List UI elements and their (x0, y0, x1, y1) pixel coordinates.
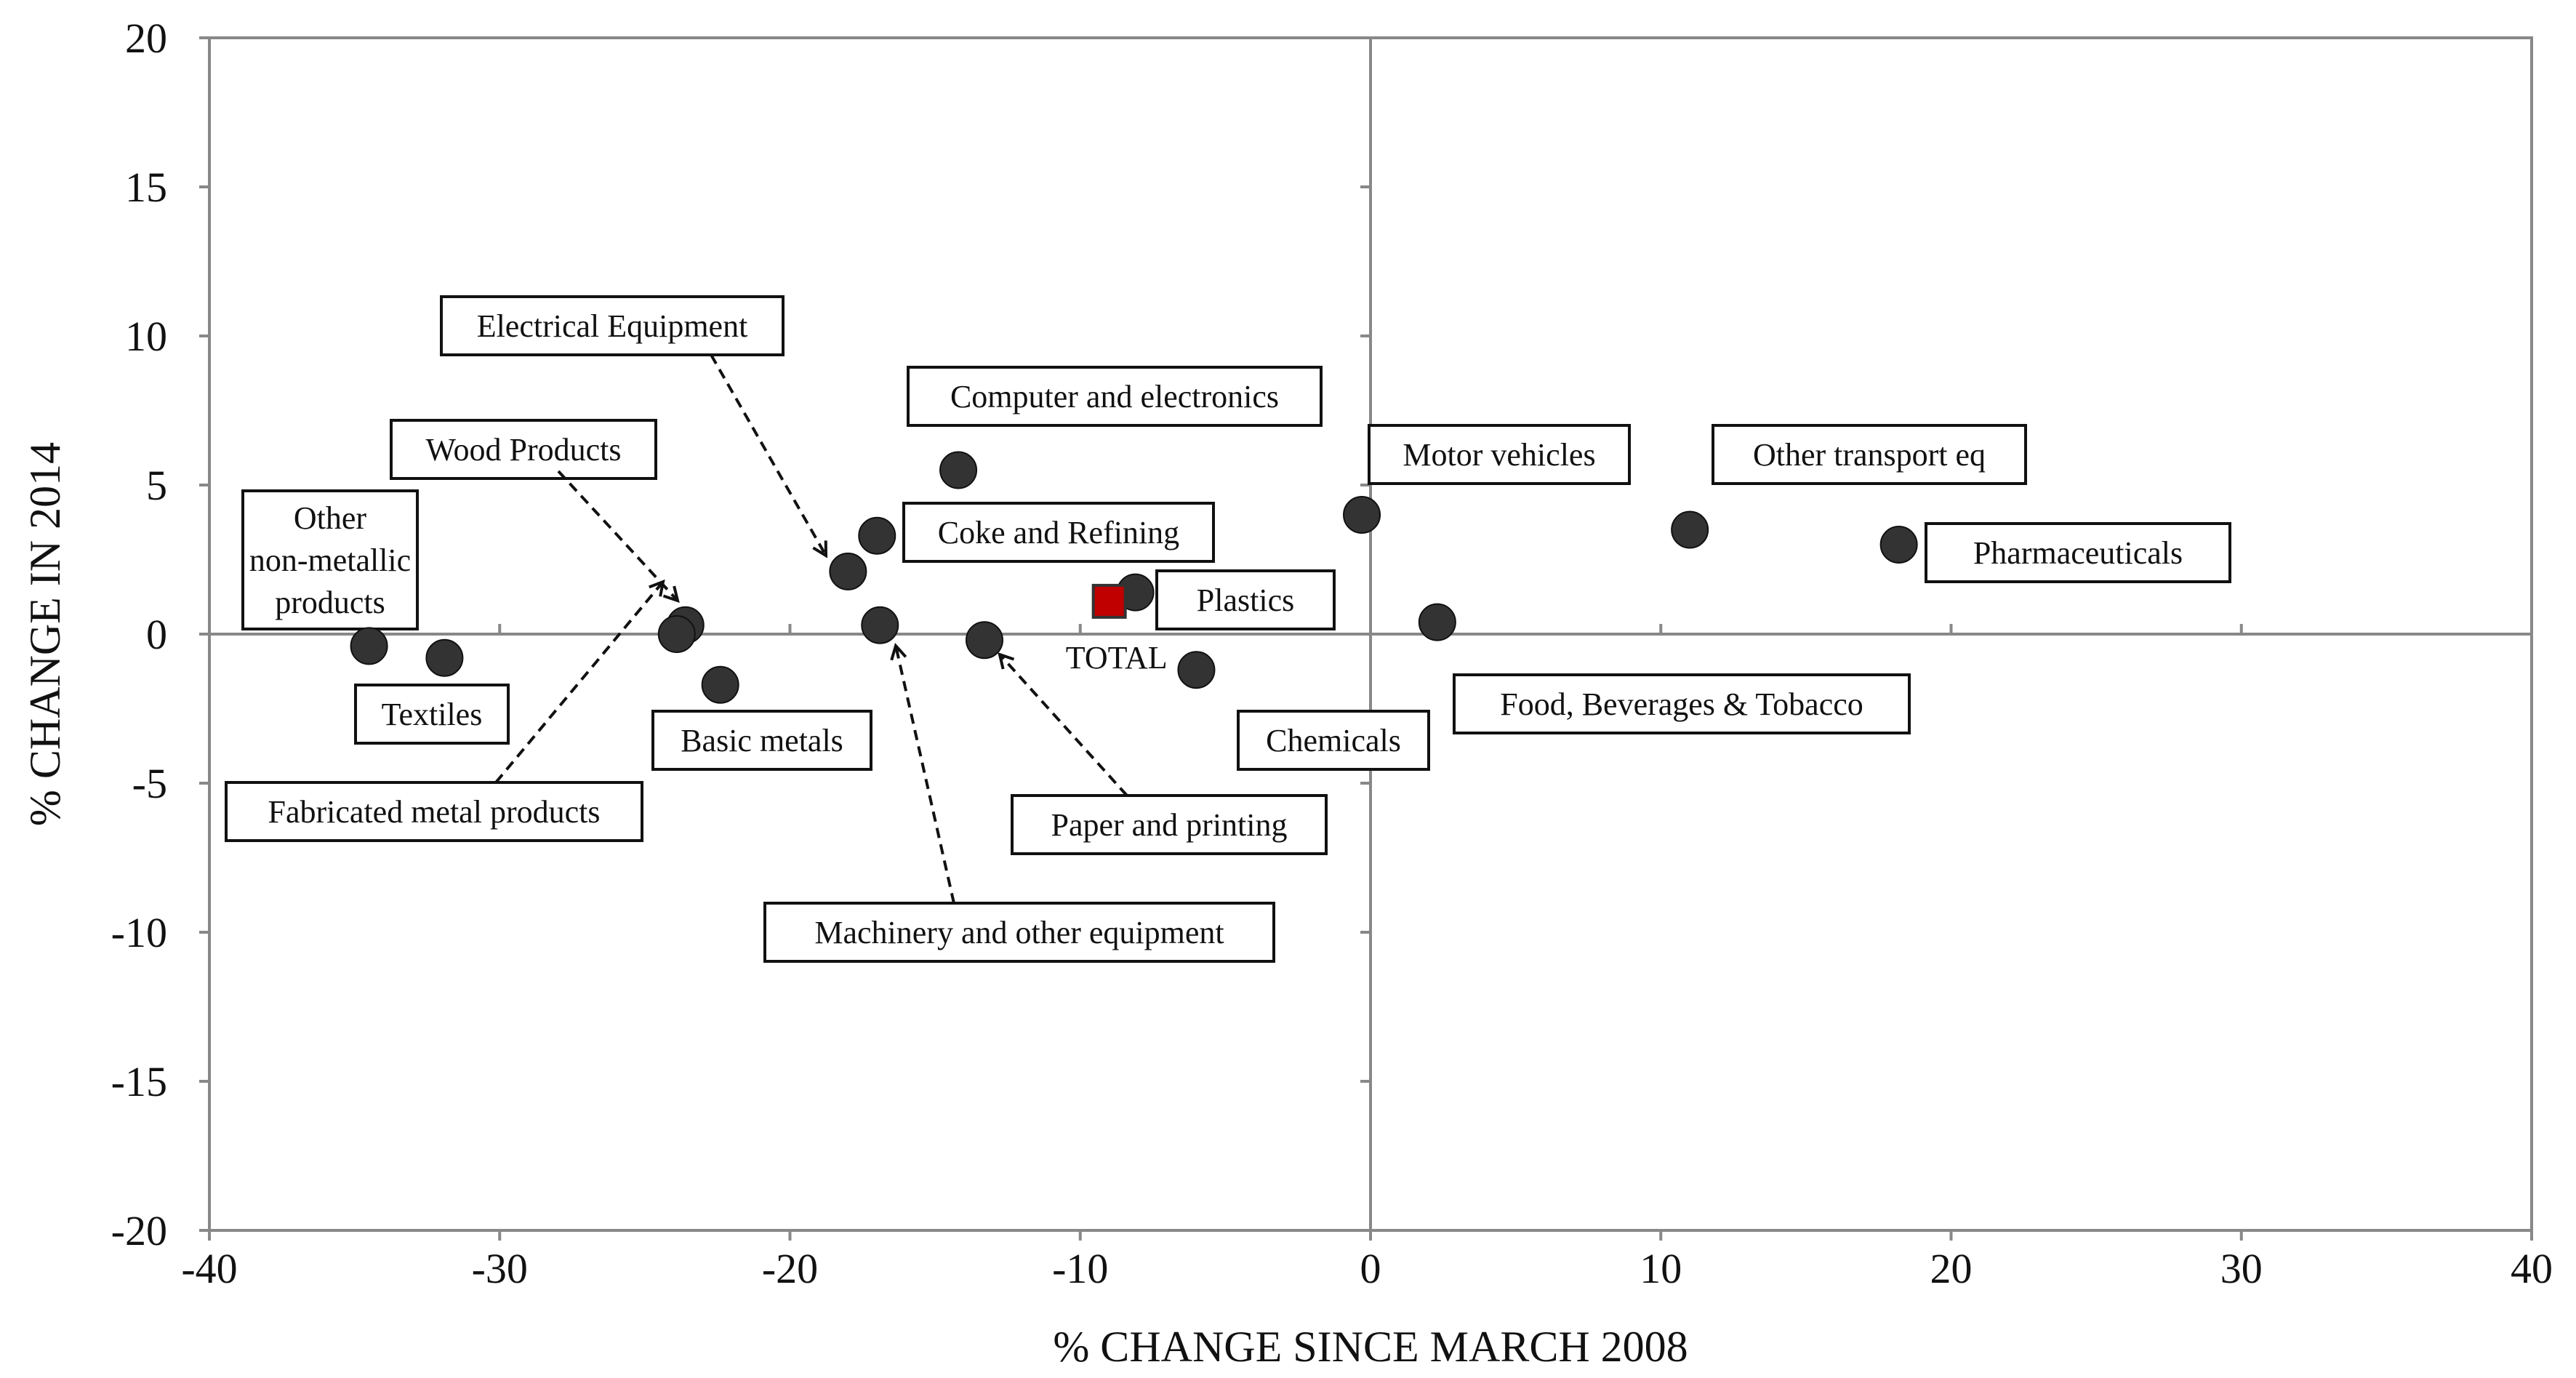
y-tick-label: 5 (146, 462, 167, 509)
x-axis-title: % CHANGE SINCE MARCH 2008 (1053, 1323, 1688, 1371)
x-tick-label: -20 (762, 1245, 818, 1292)
label-arrow (494, 582, 663, 784)
label-box (390, 419, 657, 480)
data-point (657, 615, 696, 653)
data-point (701, 665, 739, 704)
label-box (1368, 424, 1631, 485)
data-point (858, 516, 896, 555)
data-point (1343, 496, 1381, 534)
x-tick-label: 20 (1930, 1245, 1973, 1292)
point-label: Plastics (1197, 582, 1294, 618)
label-box (1453, 673, 1911, 734)
label-arrow (1000, 654, 1128, 797)
y-tick-label: -10 (111, 909, 167, 956)
point-label: products (275, 585, 385, 620)
label-box (1011, 794, 1328, 855)
label-box (241, 489, 419, 630)
y-tick-label: 10 (125, 313, 167, 360)
data-point (1418, 603, 1456, 641)
x-tick-label: -10 (1052, 1245, 1108, 1292)
y-axis-title: % CHANGE IN 2014 (21, 442, 69, 826)
label-arrow (557, 470, 678, 601)
x-tick-label: 0 (1360, 1245, 1381, 1292)
point-label: Food, Beverages & Tobacco (1500, 686, 1863, 722)
label-box (225, 781, 643, 842)
data-point (1671, 510, 1709, 549)
point-label: Other transport eq (1753, 437, 1986, 473)
label-box (1712, 424, 2027, 485)
point-label: non-metallic (249, 542, 411, 578)
label-box (1237, 710, 1430, 771)
label-box (763, 902, 1275, 963)
label-box (907, 366, 1323, 427)
x-tick-label: 40 (2511, 1245, 2553, 1292)
label-box (651, 710, 872, 771)
data-point (861, 606, 899, 644)
data-point (425, 638, 464, 677)
data-point (350, 627, 388, 665)
label-arrow (710, 354, 826, 556)
data-point (1177, 651, 1216, 689)
label-box (354, 684, 510, 745)
data-point (1879, 526, 1918, 564)
label-arrow (896, 646, 955, 904)
point-label: Other (294, 500, 367, 536)
data-point (829, 552, 867, 590)
y-tick-label: 20 (125, 15, 167, 62)
y-tick-label: -20 (111, 1207, 167, 1254)
point-label: Computer and electronics (950, 379, 1279, 414)
point-label: Fabricated metal products (268, 794, 601, 830)
point-label: Textiles (382, 697, 483, 732)
point-label: Paper and printing (1051, 807, 1287, 843)
data-point (939, 451, 978, 489)
x-tick-label: 30 (2220, 1245, 2263, 1292)
point-label: Coke and Refining (938, 515, 1179, 550)
label-box (1155, 569, 1336, 630)
point-label: Wood Products (425, 432, 621, 468)
total-label: TOTAL (1066, 640, 1168, 676)
x-tick-label: -30 (472, 1245, 528, 1292)
point-label: Motor vehicles (1403, 437, 1595, 473)
label-box (1925, 522, 2231, 583)
total-marker (1091, 583, 1127, 619)
y-tick-label: 15 (125, 164, 167, 211)
y-tick-label: -5 (132, 760, 167, 807)
point-label: Basic metals (681, 723, 843, 758)
x-tick-label: -40 (181, 1245, 237, 1292)
point-label: Electrical Equipment (477, 308, 748, 344)
label-box (902, 502, 1215, 563)
x-tick-label: 10 (1640, 1245, 1682, 1292)
y-tick-label: -15 (111, 1058, 167, 1105)
label-box (440, 295, 785, 356)
point-label: Pharmaceuticals (1973, 535, 2183, 571)
point-label: Chemicals (1266, 723, 1401, 758)
y-tick-label: 0 (146, 611, 167, 658)
data-point (965, 621, 1003, 660)
point-label: Machinery and other equipment (814, 915, 1224, 950)
